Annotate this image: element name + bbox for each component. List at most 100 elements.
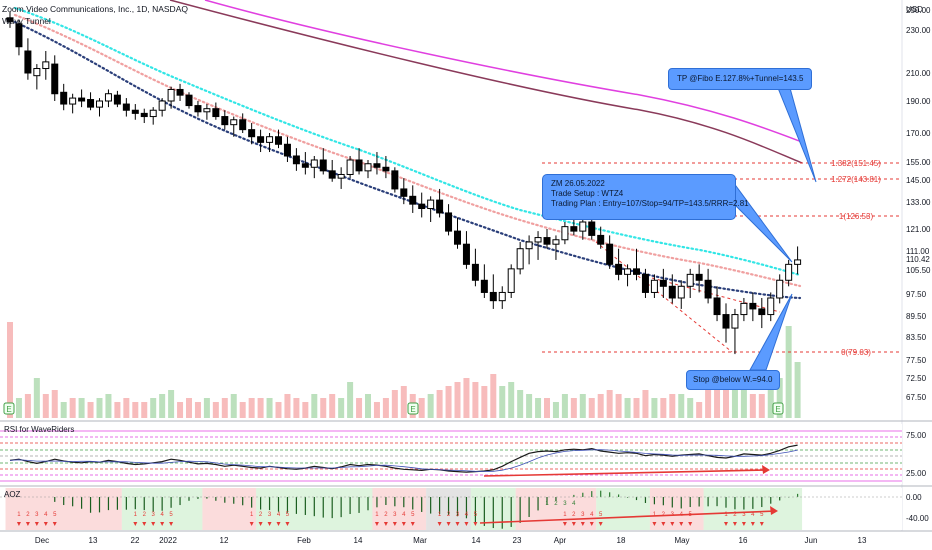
aoz-histogram-bar <box>260 497 262 510</box>
aoz-down-marker <box>392 522 397 526</box>
aoz-histogram-bar <box>197 497 199 499</box>
volume-bar <box>535 398 542 418</box>
fib-label-1272: 1.272(143.81) <box>831 175 881 184</box>
aoz-histogram-bar <box>626 497 629 498</box>
aoz-histogram-bar <box>233 497 235 504</box>
time-tick-label: 14 <box>472 536 481 545</box>
aoz-histogram-bar <box>698 497 700 507</box>
volume-bar <box>365 394 371 418</box>
aoz-tick-0: 0.00 <box>906 493 922 502</box>
aoz-count-label: 1 <box>724 512 728 518</box>
aoz-down-marker <box>580 522 585 526</box>
candle <box>257 129 265 153</box>
price-tick-label: 105.50 <box>906 266 931 275</box>
aoz-histogram-bar <box>224 497 226 503</box>
aoz-histogram-bar <box>277 497 280 512</box>
aoz-histogram-bar <box>81 497 83 509</box>
aoz-histogram-bar <box>707 497 709 507</box>
price-tick-label: 89.50 <box>906 312 927 321</box>
trade-plan-callout: ZM 26.05.2022 Trade Setup : WTZ4 Trading… <box>542 174 749 220</box>
aoz-panel: 1234512345123451234512345123451234512345… <box>0 488 902 530</box>
aoz-down-marker <box>464 522 469 526</box>
aoz-count-label: 1 <box>545 501 549 507</box>
aoz-histogram-bar <box>161 497 163 511</box>
aoz-histogram-bar <box>439 497 441 515</box>
aoz-down-marker <box>437 522 442 526</box>
volume-bar <box>114 402 121 418</box>
time-tick-label: Mar <box>413 536 427 545</box>
candle <box>507 264 515 298</box>
aoz-histogram-bar <box>63 497 65 506</box>
aoz-histogram-bar <box>770 497 772 504</box>
price-tick-label: 77.50 <box>906 356 927 365</box>
volume-bar <box>597 394 604 418</box>
aoz-down-marker <box>661 522 666 526</box>
candle <box>382 155 390 179</box>
currency-label: USD <box>906 5 923 14</box>
candle <box>310 155 318 179</box>
volume-bar <box>177 402 184 418</box>
candle <box>364 159 372 179</box>
volume-bar <box>347 382 354 418</box>
volume-bar <box>687 398 694 418</box>
tunnel-pink-line <box>13 13 802 288</box>
volume-bar <box>499 386 506 418</box>
aoz-histogram-bar <box>295 497 297 514</box>
candle <box>185 92 193 109</box>
aoz-histogram-bar <box>421 497 423 512</box>
candle <box>704 268 712 304</box>
candle <box>462 231 470 269</box>
aoz-zone <box>372 488 427 530</box>
plan-callout-pointer <box>729 185 793 263</box>
candle <box>552 235 560 260</box>
candle <box>677 280 685 309</box>
aoz-histogram-bar <box>188 497 190 501</box>
aoz-count-label: 4 <box>44 512 48 518</box>
price-tick-label: 190.00 <box>906 97 931 106</box>
aoz-histogram-bar <box>268 497 271 511</box>
candle <box>266 133 274 153</box>
aoz-histogram-bar <box>116 497 118 510</box>
candle <box>212 102 220 120</box>
candle <box>794 246 802 275</box>
aoz-count-label: 1 <box>134 512 138 518</box>
volume-bar <box>418 398 425 418</box>
price-tick-label: 110.42 <box>906 255 930 264</box>
aoz-histogram-bar <box>313 497 315 517</box>
time-axis: Dec 13 22 2022 12 Feb 14 Mar 14 23 Apr 18 May 16 Jun 13 <box>35 536 867 545</box>
aoz-count-label: 3 <box>563 501 567 507</box>
volume-bar <box>194 402 201 418</box>
candle <box>400 178 408 205</box>
volume-bar <box>212 402 219 418</box>
aoz-count-label: 3 <box>152 512 156 518</box>
candle <box>301 152 309 175</box>
candle <box>740 297 748 322</box>
aoz-down-marker <box>446 522 451 526</box>
aoz-histogram-bar <box>385 497 387 505</box>
earnings-marker-3: E <box>775 405 780 414</box>
aoz-histogram-bar <box>501 497 503 529</box>
aoz-count-label: 2 <box>143 512 147 518</box>
candle <box>409 185 417 213</box>
aoz-count-label: 4 <box>590 512 594 518</box>
wedge-lower-trendline <box>651 277 781 313</box>
volume-bar <box>633 398 640 418</box>
aoz-histogram-bar <box>752 497 754 509</box>
aoz-histogram-bar <box>582 492 584 497</box>
rsi-tick-25: 25.00 <box>906 469 927 478</box>
aoz-histogram-bar <box>358 497 360 513</box>
aoz-count-label: 5 <box>599 512 603 518</box>
candle <box>480 264 488 298</box>
volume-bar <box>526 394 533 418</box>
ema-maroon-line <box>169 0 803 164</box>
volume-bar <box>785 326 792 418</box>
candle <box>641 268 649 298</box>
aoz-count-label: 5 <box>411 512 415 518</box>
aoz-down-marker <box>562 522 567 526</box>
volume-bar <box>141 402 148 418</box>
aoz-histogram-bar <box>761 497 763 508</box>
rsi-panel: RSI for WaveRiders 75.00 25.00 <box>0 424 927 484</box>
aoz-histogram-bar <box>465 497 468 519</box>
volume-bar <box>714 386 721 418</box>
